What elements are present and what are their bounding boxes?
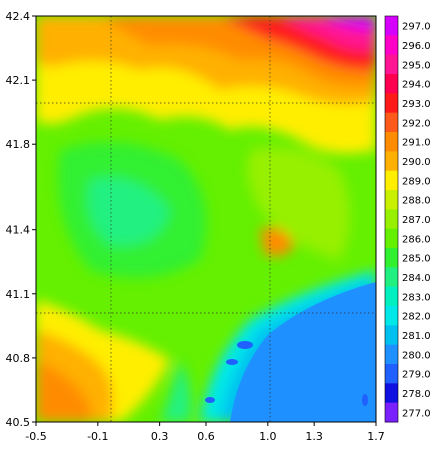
y-tick-label: 41.8 [6,138,31,151]
colorbar-label: 290.0 [402,157,431,168]
colorbar-label: 291.0 [402,138,431,149]
y-tick-label: 41.4 [6,224,31,237]
colorbar: 297.0 296.0 295.0 294.0 293.0 292.0 291.0 290.0… [384,15,431,423]
colorbar-label: 292.0 [402,118,431,129]
temperature-field [36,16,376,422]
x-axis: -0.5 -0.1 0.3 0.6 1.0 1.3 1.7 [25,422,385,443]
colorbar-swatch [385,190,398,210]
colorbar-swatch [385,228,398,249]
colorbar-swatch [385,54,398,75]
x-tick-label: 0.3 [151,430,169,443]
y-axis: 42.4 42.1 41.8 41.4 41.1 40.8 40.5 [6,10,36,429]
colorbar-swatch [385,306,398,326]
colorbar-label: 297.0 [402,22,431,33]
colorbar-label: 282.0 [402,312,431,323]
graticule [36,16,376,422]
colorbar-swatch [385,112,398,133]
x-tick-label: 1.0 [259,430,277,443]
colorbar-label: 287.0 [402,215,431,226]
colorbar-label: 280.0 [402,350,431,361]
y-tick-label: 42.1 [6,74,31,87]
colorbar-swatch [385,344,398,365]
colorbar-swatch [385,151,398,172]
colorbar-label: 296.0 [402,41,431,52]
colorbar-swatch [385,364,398,384]
colorbar-label: 283.0 [402,292,431,303]
colorbar-swatch [385,286,398,307]
colorbar-swatch [385,248,398,268]
colorbar-label: 285.0 [402,254,431,265]
colorbar-swatch [385,170,398,191]
x-tick-label: -0.5 [25,430,46,443]
colorbar-label: 294.0 [402,80,431,91]
colorbar-swatch [385,93,398,114]
colorbar-label: 284.0 [402,273,431,284]
colorbar-label: 293.0 [402,99,431,110]
colorbar-swatch [385,132,398,152]
colorbar-label: 286.0 [402,234,431,245]
x-tick-label: 1.7 [367,430,385,443]
x-tick-label: 1.3 [305,430,323,443]
x-tick-label: 0.6 [197,430,215,443]
colorbar-label: 281.0 [402,331,431,342]
colorbar-swatch [385,325,398,346]
colorbar-label: 278.0 [402,389,431,400]
colorbar-swatch [385,383,398,404]
y-tick-label: 40.8 [6,352,31,365]
y-tick-label: 40.5 [6,416,31,429]
colorbar-label: 277.0 [402,408,431,419]
colorbar-swatch [385,35,398,56]
colorbar-swatch [385,74,398,94]
y-tick-label: 42.4 [6,10,31,23]
colorbar-swatch [385,16,398,36]
colorbar-frame [384,15,399,423]
x-tick-label: -0.1 [87,430,108,443]
y-tick-label: 41.1 [6,288,31,301]
colorbar-label: 288.0 [402,196,431,207]
colorbar-label: 289.0 [402,176,431,187]
colorbar-swatch [385,209,398,230]
colorbar-label: 295.0 [402,60,431,71]
colorbar-label: 279.0 [402,370,431,381]
colorbar-swatch [385,267,398,288]
colorbar-swatch [385,402,398,423]
